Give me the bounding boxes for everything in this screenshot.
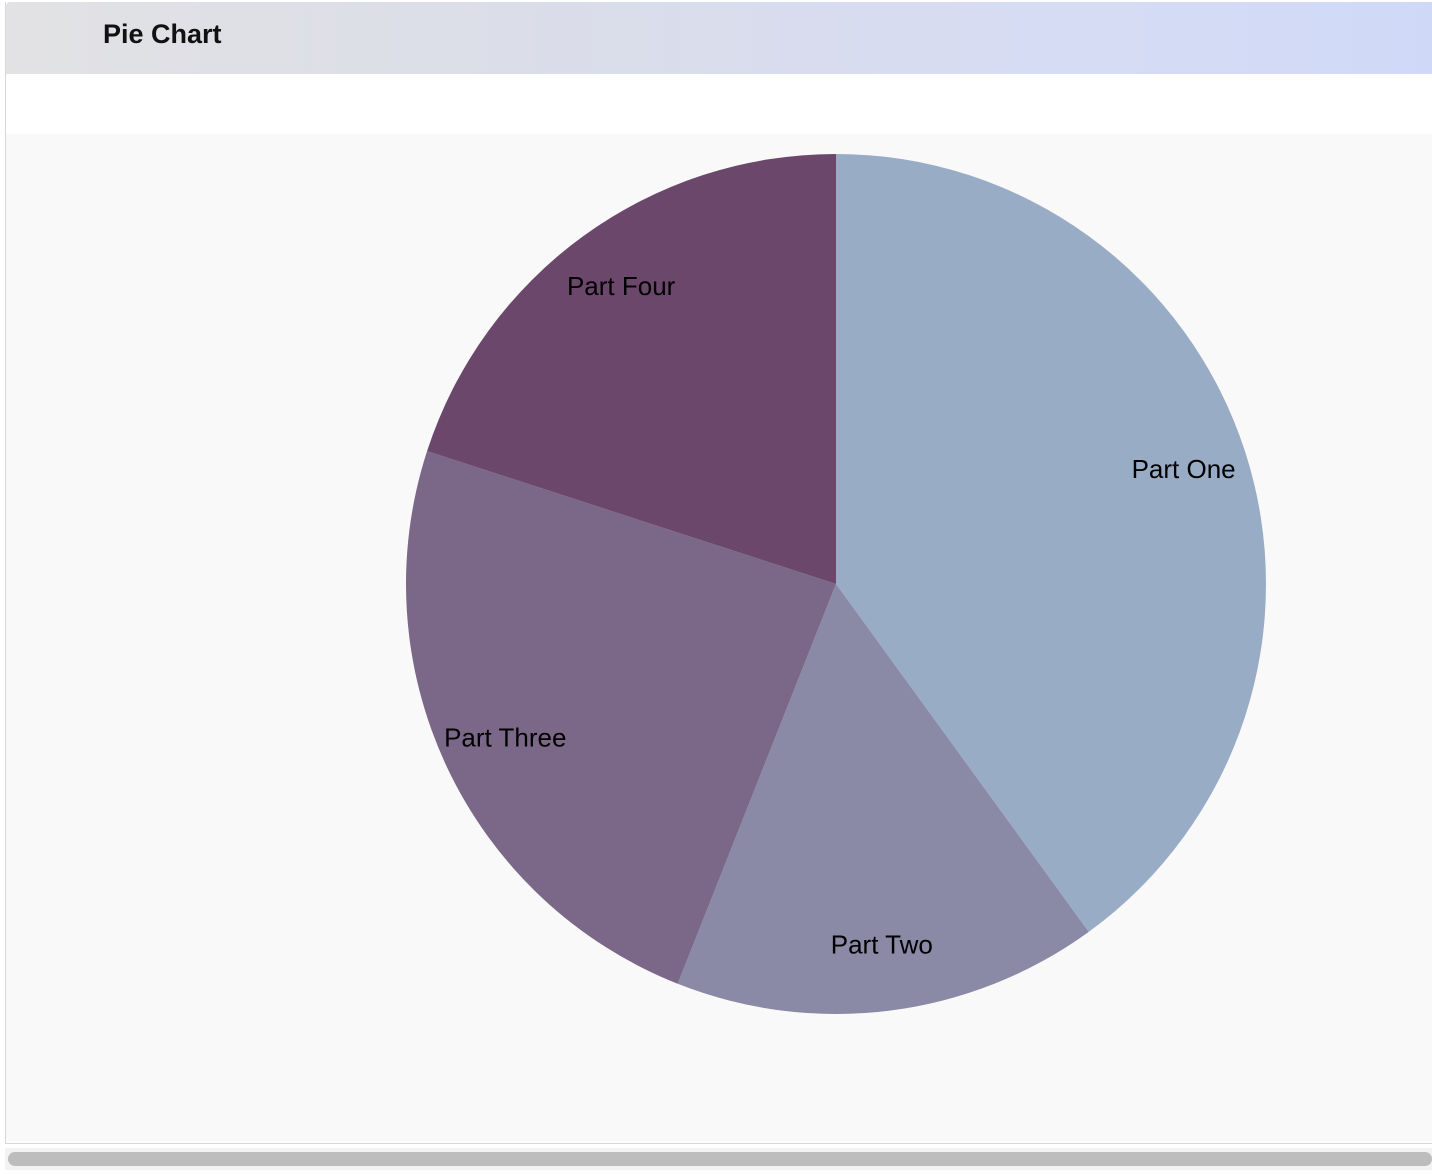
slice-label-part-three: Part Three <box>444 722 566 752</box>
pie-slice-part-one <box>836 154 1266 932</box>
horizontal-scrollbar[interactable] <box>5 1148 1432 1170</box>
chart-title: Pie Chart <box>103 19 222 49</box>
slice-label-part-two: Part Two <box>831 929 933 959</box>
slice-label-part-four: Part Four <box>567 271 676 301</box>
pie-chart: Part One Part Two Part Three Part Four <box>405 154 1266 1014</box>
pie-slice-part-three <box>405 451 836 984</box>
chart-title-bar: Pie Chart <box>6 2 1432 74</box>
horizontal-scrollbar-thumb[interactable] <box>8 1152 1432 1166</box>
pie-slice-part-four <box>427 154 836 584</box>
plot-area: Part One Part Two Part Three Part Four <box>6 134 1432 1142</box>
slice-label-part-one: Part One <box>1132 454 1236 484</box>
chart-window: Pie Chart Part One Part Two Part Three Part… <box>5 2 1432 1144</box>
pie-slice-part-two <box>677 584 1089 1014</box>
